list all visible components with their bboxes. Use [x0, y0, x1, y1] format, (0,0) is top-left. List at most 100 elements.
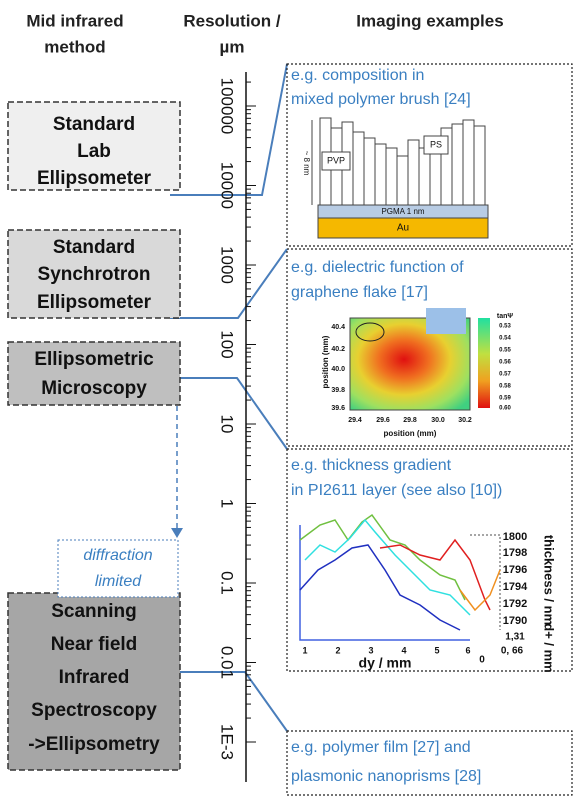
- tick-label: 1E-3: [218, 724, 237, 760]
- inset-label: 39.6: [331, 405, 345, 412]
- inset-label: 0.59: [499, 396, 511, 402]
- method-label: ->Ellipsometry: [28, 734, 160, 755]
- method-box: [7, 101, 181, 191]
- inset-label: 1800: [503, 531, 527, 543]
- method-box: [7, 341, 181, 406]
- heatmap-image: [349, 308, 490, 411]
- inset-label: 0.56: [499, 360, 511, 366]
- inset-label: dy / mm: [359, 655, 412, 671]
- method-box: [7, 229, 181, 319]
- inset-label: 30.0: [431, 417, 445, 424]
- brush-column: [473, 125, 486, 206]
- tick-label: 100000: [218, 78, 237, 135]
- method-label: Scanning: [51, 601, 137, 622]
- inset-label: 0: [479, 655, 485, 666]
- example-caption: mixed polymer brush [24]: [291, 91, 471, 108]
- tick-label: 0.01: [218, 646, 237, 679]
- inset-label: 40.0: [331, 366, 345, 373]
- method-label: Near field: [51, 634, 138, 655]
- method-box: [7, 592, 181, 771]
- brush-column: [352, 131, 365, 206]
- method-label: Standard: [53, 114, 135, 135]
- inset-label: 4: [401, 645, 406, 655]
- inset-label: 1790: [503, 615, 527, 627]
- example-boxes: [286, 63, 573, 796]
- inset-label: 0.57: [499, 372, 511, 378]
- inset-label: 1798: [503, 547, 527, 559]
- inset-label: thickness / nm: [542, 535, 557, 625]
- method-label: Synchrotron: [38, 264, 151, 285]
- inset-label: 3: [368, 645, 373, 655]
- example-caption: e.g. composition in: [291, 67, 424, 84]
- inset-label: 1792: [503, 598, 527, 610]
- inset-label: 6: [465, 645, 470, 655]
- inset-label: tanΨ: [497, 313, 514, 320]
- inset-label: 0.53: [499, 324, 511, 330]
- brush-column: [451, 123, 464, 206]
- inset-label: 5: [434, 645, 439, 655]
- inset-label: 2: [335, 645, 340, 655]
- inset-label: 1,31: [505, 632, 525, 643]
- tick-label: 100: [218, 330, 237, 358]
- inset-label: 29.6: [376, 417, 390, 424]
- example-caption: plasmonic nanoprisms [28]: [291, 768, 481, 785]
- inset-label: ~ 8 nm: [302, 151, 311, 176]
- header: Imaging examples: [356, 11, 503, 30]
- inset-label: 0.54: [499, 336, 511, 342]
- inset-label: 40.4: [331, 324, 345, 331]
- example-caption: e.g. polymer film [27] and: [291, 739, 471, 756]
- brush-image: [311, 117, 489, 239]
- example-caption: e.g. thickness gradient: [291, 457, 452, 474]
- inset-label: 1794: [503, 581, 528, 593]
- method-label: Lab: [77, 141, 111, 162]
- inset-label: 29.4: [348, 417, 362, 424]
- method-label: Microscopy: [41, 378, 147, 399]
- brush-column: [385, 147, 398, 206]
- inset-label: PGMA 1 nm: [381, 207, 424, 216]
- inset-label: 0.60: [499, 406, 511, 412]
- inset-label: PS: [430, 139, 442, 149]
- brush-column: [462, 119, 475, 206]
- brush-column: [374, 143, 387, 206]
- example-caption: in PI2611 layer (see also [10]): [291, 482, 502, 499]
- inset-label: 1796: [503, 564, 527, 576]
- inset-label: position (mm): [384, 429, 437, 438]
- inset-label: 0, 66: [501, 646, 524, 657]
- brush-column: [363, 137, 376, 206]
- example-caption: graphene flake [17]: [291, 284, 428, 301]
- brush-column: [396, 155, 409, 206]
- inset-label: 30.2: [458, 417, 472, 424]
- tick-label: 1: [218, 499, 237, 508]
- inset-label: Au: [397, 223, 409, 234]
- method-label: Ellipsometer: [37, 292, 152, 313]
- connectors: [170, 63, 288, 732]
- inset-label: 0.55: [499, 348, 511, 354]
- arrow-head: [171, 528, 183, 538]
- method-label: Standard: [53, 237, 135, 258]
- tick-label: 10: [218, 415, 237, 434]
- header: Mid infrared: [26, 11, 123, 30]
- note-label: diffraction: [83, 547, 152, 564]
- inset-label: PVP: [327, 155, 345, 165]
- header: µm: [220, 37, 245, 56]
- inset-label: d+ / mm: [542, 623, 557, 673]
- tick-label: 0.1: [218, 571, 237, 595]
- inset-label: position (mm): [321, 335, 330, 388]
- method-label: Ellipsometer: [37, 168, 152, 189]
- inset-label: 1: [302, 645, 307, 655]
- example-caption: e.g. dielectric function of: [291, 259, 464, 276]
- method-label: Spectroscopy: [31, 700, 157, 721]
- note-label: limited: [95, 573, 142, 590]
- method-label: Infrared: [59, 667, 130, 688]
- inset-label: 40.2: [331, 346, 345, 353]
- brush-column: [407, 139, 420, 206]
- tick-label: 1000: [218, 246, 237, 284]
- brush-column: [418, 147, 431, 206]
- inset-label: 39.8: [331, 387, 345, 394]
- note-box: [57, 539, 179, 598]
- inset-label: 29.8: [403, 417, 417, 424]
- header: method: [44, 37, 105, 56]
- method-label: Ellipsometric: [34, 349, 154, 370]
- minor-ticks: [246, 81, 256, 743]
